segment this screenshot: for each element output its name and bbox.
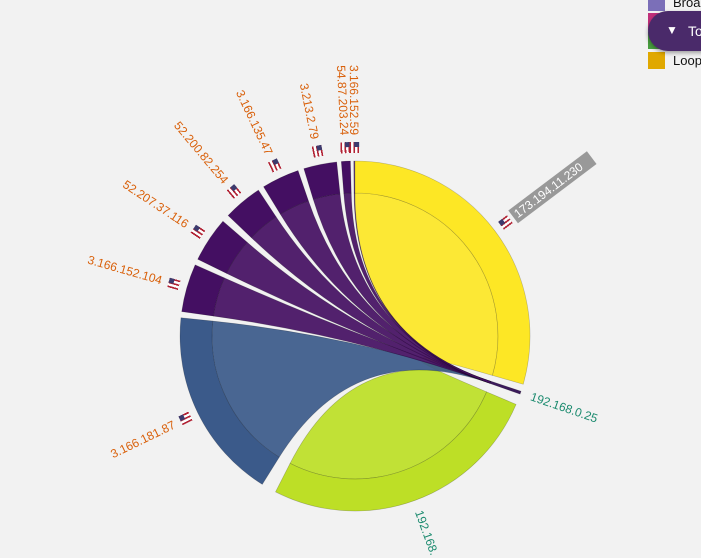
node-arc-173-194-11-230[interactable] [354, 160, 531, 385]
us-flag-icon [268, 158, 282, 173]
flag-canton [354, 141, 360, 148]
node-label-group: 173.194.11.230 [498, 151, 597, 230]
us-flag-icon [498, 215, 513, 230]
flag-canton [168, 277, 175, 284]
us-flag-icon [178, 411, 193, 426]
node-arc-3-213-2-79[interactable] [303, 161, 341, 200]
toggle-label: To [688, 23, 701, 39]
node-label[interactable]: 3.166.152.59 [347, 65, 361, 135]
us-flag-icon [167, 277, 181, 290]
node-label-group: 3.213.2.79 [297, 82, 324, 158]
node-arc-192-168-[interactable] [275, 391, 517, 512]
flag-canton [344, 142, 351, 148]
node-arc-3-166-152-104[interactable] [181, 264, 225, 317]
node-label[interactable]: 192.168. [412, 508, 441, 557]
flag-stripe [269, 160, 277, 172]
flag-canton [498, 218, 506, 226]
us-flag-icon [340, 142, 351, 154]
flag-stripe [311, 146, 316, 158]
flag-stripe [181, 418, 193, 426]
node-label-group: 52.200.82.254 [171, 119, 242, 199]
node-label[interactable]: 173.194.11.230 [511, 160, 586, 221]
legend-label: Broa [673, 0, 701, 10]
node-label-group: 192.168.0.25 [529, 390, 600, 426]
flag-stripe [191, 229, 202, 238]
node-arc-52-207-37-116[interactable] [197, 220, 248, 274]
flag-stripe [181, 417, 192, 424]
flag-canton [230, 184, 238, 192]
flag-canton [272, 158, 279, 166]
flag-stripe [502, 221, 513, 230]
legend-swatch [648, 0, 665, 11]
node-arc-192-168-0-25[interactable] [489, 380, 522, 395]
node-arc-52-200-82-254[interactable] [227, 189, 277, 238]
flag-stripe [342, 142, 345, 154]
flag-stripe [351, 142, 354, 154]
node-label-group: 3.166.152.59 [347, 65, 361, 154]
us-flag-icon [190, 224, 206, 239]
flag-stripe [167, 283, 179, 289]
node-label-group: 192.168. [412, 508, 441, 557]
highlight-label-background [508, 151, 597, 224]
node-arc-3-166-135-47[interactable] [263, 170, 309, 215]
flag-stripe [190, 231, 201, 239]
flag-stripe [313, 146, 318, 158]
flag-stripe [349, 142, 352, 154]
flag-stripe [501, 220, 512, 228]
flag-stripe [340, 142, 343, 154]
legend-label: Loop [673, 53, 701, 68]
node-label[interactable]: 54.87.203.24 [334, 65, 352, 136]
us-flag-icon [226, 184, 242, 199]
node-label-group: 52.207.37.116 [120, 177, 206, 239]
flag-stripe [228, 188, 237, 198]
node-arcs [179, 160, 531, 512]
node-label[interactable]: 192.168.0.25 [529, 390, 600, 426]
flag-stripe [180, 415, 191, 422]
node-label-group: 3.166.135.47 [233, 88, 282, 173]
node-label[interactable]: 3.213.2.79 [297, 82, 322, 141]
legend-swatch [648, 52, 665, 69]
node-label[interactable]: 3.166.152.104 [86, 253, 164, 288]
chords [211, 192, 499, 480]
node-label[interactable]: 52.207.37.116 [120, 177, 191, 231]
flag-canton [178, 414, 186, 422]
node-label[interactable]: 3.166.181.87 [108, 418, 177, 461]
flag-canton [316, 144, 323, 151]
node-label[interactable]: 52.200.82.254 [171, 119, 231, 187]
flag-stripe [315, 145, 320, 157]
flag-canton [193, 224, 201, 232]
node-arc-3-166-152-59[interactable] [353, 160, 356, 194]
flag-stripe [226, 189, 236, 199]
us-flag-icon [311, 144, 324, 158]
node-label-group: 3.166.181.87 [108, 411, 193, 461]
triangle-down-icon: ▼ [666, 23, 678, 37]
node-arc-3-166-181-87[interactable] [179, 317, 280, 485]
flag-stripe [271, 160, 278, 171]
flag-stripe [167, 285, 179, 290]
flag-stripe [268, 161, 275, 173]
node-label-group: 54.87.203.24 [334, 65, 352, 154]
legend-toggle-button[interactable]: ▼ To [648, 11, 701, 51]
us-flag-icon [349, 141, 360, 154]
node-label[interactable]: 3.166.135.47 [233, 88, 276, 158]
node-arc-54-87-203-24[interactable] [340, 160, 352, 194]
node-label-group: 3.166.152.104 [86, 253, 181, 290]
